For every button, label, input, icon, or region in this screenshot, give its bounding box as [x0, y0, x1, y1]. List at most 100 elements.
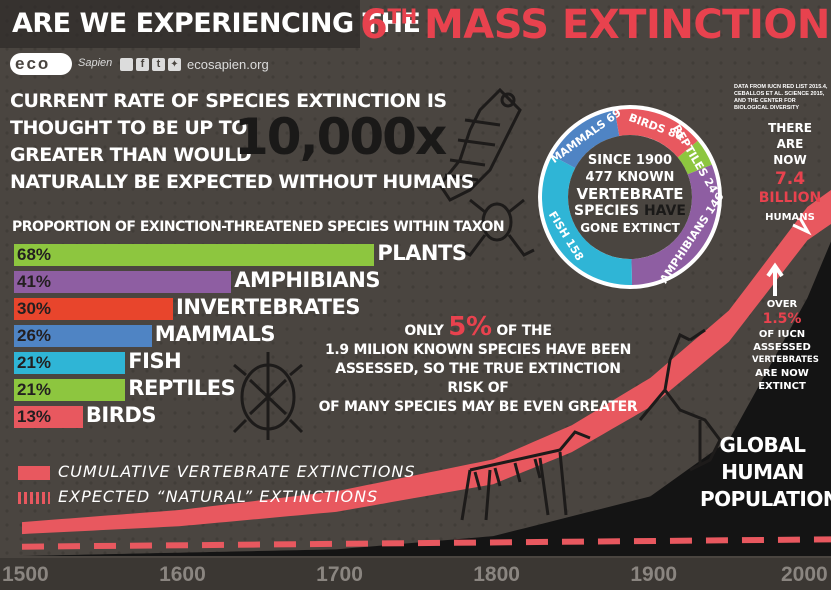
donut-chart	[538, 105, 722, 289]
assessed-suffix: OF THE	[496, 323, 552, 339]
donut-hole	[568, 135, 692, 259]
bar-value-label: 30%	[17, 299, 52, 318]
legend-cumulative-label: CUMULATIVE VERTEBRATE EXTINCTIONS	[58, 462, 416, 481]
iucn-line1: OVER	[766, 299, 798, 310]
population-value: 7.4	[774, 169, 806, 189]
fossil-bird-icon	[638, 328, 722, 472]
donut-center-line5: GONE EXTINCT	[580, 221, 680, 235]
fossil-fish-icon	[438, 87, 522, 202]
bar-value-label: 13%	[17, 407, 52, 426]
bar-category-label: INVERTEBRATES	[176, 295, 360, 319]
bar-reptiles: 21%	[14, 379, 126, 401]
bar-category-label: REPTILES	[128, 376, 236, 400]
x-axis-strip	[0, 558, 831, 590]
bar-category-label: FISH	[128, 349, 182, 373]
bar-chart-title: PROPORTION OF EXINCTION-THREATENED SPECI…	[12, 219, 505, 235]
donut-center-line3: VERTEBRATE	[576, 185, 684, 203]
assessed-line4: OF MANY SPECIES MAY BE EVEN GREATER	[318, 399, 638, 415]
iucn-line3: ASSESSED	[753, 342, 811, 353]
headline-line4: NATURALLY BE EXPECTED WITHOUT HUMANS	[10, 171, 474, 193]
assessed-value: 5%	[448, 312, 492, 342]
global-population-label: GLOBAL HUMAN POPULATION	[700, 432, 831, 513]
fossil-mammal-icon	[460, 430, 591, 521]
x-tick-label: 2000	[781, 563, 828, 586]
donut-center-highlight: HAVE	[643, 203, 686, 219]
bar-mammals: 26%	[14, 325, 152, 347]
iucn-line6: EXTINCT	[758, 381, 806, 392]
bar-plants: 68%	[14, 244, 375, 266]
source-note-line2: CEBALLOS ET AL. SCIENCE 2015,	[734, 91, 825, 97]
bar-value-label: 21%	[17, 353, 52, 372]
bar-category-label: PLANTS	[377, 241, 467, 265]
source-note: DATA FROM IUCN RED LIST 2015.4, CEBALLOS…	[734, 84, 827, 112]
brand-logo-text: eco	[15, 54, 51, 73]
global-population-line2: HUMAN	[721, 460, 804, 484]
global-population-line1: GLOBAL	[719, 433, 806, 457]
donut-center-line4: SPECIES	[574, 203, 640, 219]
bar-birds: 13%	[14, 406, 83, 428]
x-tick-label: 1600	[159, 563, 206, 586]
population-line2: NOW	[773, 153, 807, 167]
iucn-line4: VERTEBRATES	[752, 355, 819, 365]
arrow-down-icon	[792, 217, 812, 236]
iucn-line5: ARE NOW	[755, 368, 809, 379]
facebook-icon[interactable]: f	[136, 58, 149, 71]
bar-fish: 21%	[14, 352, 126, 374]
bar-category-label: BIRDS	[85, 403, 157, 427]
source-note-line4: BIOLOGICAL DIVERSITY	[734, 105, 799, 111]
population-unit: BILLION	[758, 190, 822, 206]
twitter-icon[interactable]: ✦	[168, 58, 181, 71]
donut-slice-reptiles	[677, 140, 712, 175]
title-number: 6TH	[360, 2, 417, 48]
bar-category-label: AMPHIBIANS	[234, 268, 380, 292]
source-note-line3: AND THE CENTER FOR	[734, 98, 796, 104]
donut-slice-mammals	[552, 110, 620, 168]
bar-value-label: 21%	[17, 380, 52, 399]
social-icons: f t ✦	[120, 58, 181, 71]
legend-natural-label: EXPECTED “NATURAL” EXTINCTIONS	[58, 487, 379, 506]
fossil-frog-icon	[459, 198, 535, 257]
title-number-suffix: TH	[387, 4, 417, 29]
assessed-line2: 1.9 MILION KNOWN SPECIES HAVE BEEN	[324, 342, 632, 358]
headline-big-value: 10,000x	[234, 108, 447, 166]
assessed-note: ONLY 5% OF THE 1.9 MILION KNOWN SPECIES …	[318, 314, 638, 417]
donut-slice-birds	[614, 109, 698, 158]
title-part1: ARE WE EXPERIENCING THE	[12, 8, 421, 39]
arrow-up-icon	[766, 262, 784, 296]
bar-value-label: 41%	[17, 272, 52, 291]
x-tick-label: 1500	[2, 563, 49, 586]
bar-invertebrates: 30%	[14, 298, 173, 320]
x-tick-label: 1900	[630, 563, 678, 586]
headline-line3: GREATER THAN WOULD	[10, 144, 252, 166]
donut-center-line2: 477 KNOWN	[585, 170, 675, 185]
bar-value-label: 26%	[17, 326, 52, 345]
x-tick-label: 1700	[316, 563, 363, 586]
iucn-value: 1.5%	[762, 311, 802, 327]
tumblr-icon[interactable]: t	[152, 58, 165, 71]
population-line3: HUMANS	[765, 212, 815, 223]
bar-category-label: MAMMALS	[154, 322, 276, 346]
brand-sapien: Sapien	[78, 57, 113, 69]
eco-logo	[10, 53, 72, 75]
donut-slice-amphibians	[631, 164, 719, 285]
bar-amphibians: 41%	[14, 271, 232, 293]
fossil-turtle-icon	[232, 352, 304, 440]
natural-extinctions-line	[21, 536, 831, 550]
headline-line2: THOUGHT TO BE UP TO	[10, 117, 247, 139]
donut-center-line1: SINCE 1900	[587, 153, 673, 168]
x-tick-label: 1800	[473, 563, 520, 586]
assessed-line3: ASSESSED, SO THE TRUE EXTINCTION RISK OF	[335, 361, 621, 396]
global-population-line3: POPULATION	[700, 487, 831, 511]
assessed-prefix: ONLY	[404, 323, 444, 339]
instagram-icon[interactable]	[120, 58, 133, 71]
bar-value-label: 68%	[17, 245, 52, 264]
donut-center-text: SINCE 1900 477 KNOWN VERTEBRATE SPECIES …	[563, 152, 697, 237]
population-block: THERE ARE NOW 7.4 BILLION HUMANS	[754, 120, 826, 226]
source-note-line1: DATA FROM IUCN RED LIST 2015.4,	[734, 84, 828, 90]
iucn-line2: OF IUCN	[758, 329, 806, 340]
title-number-value: 6	[360, 2, 388, 48]
website-link[interactable]: ecosapien.org	[187, 57, 269, 72]
iucn-block: OVER 1.5% OF IUCN ASSESSED VERTEBRATES A…	[752, 298, 819, 393]
